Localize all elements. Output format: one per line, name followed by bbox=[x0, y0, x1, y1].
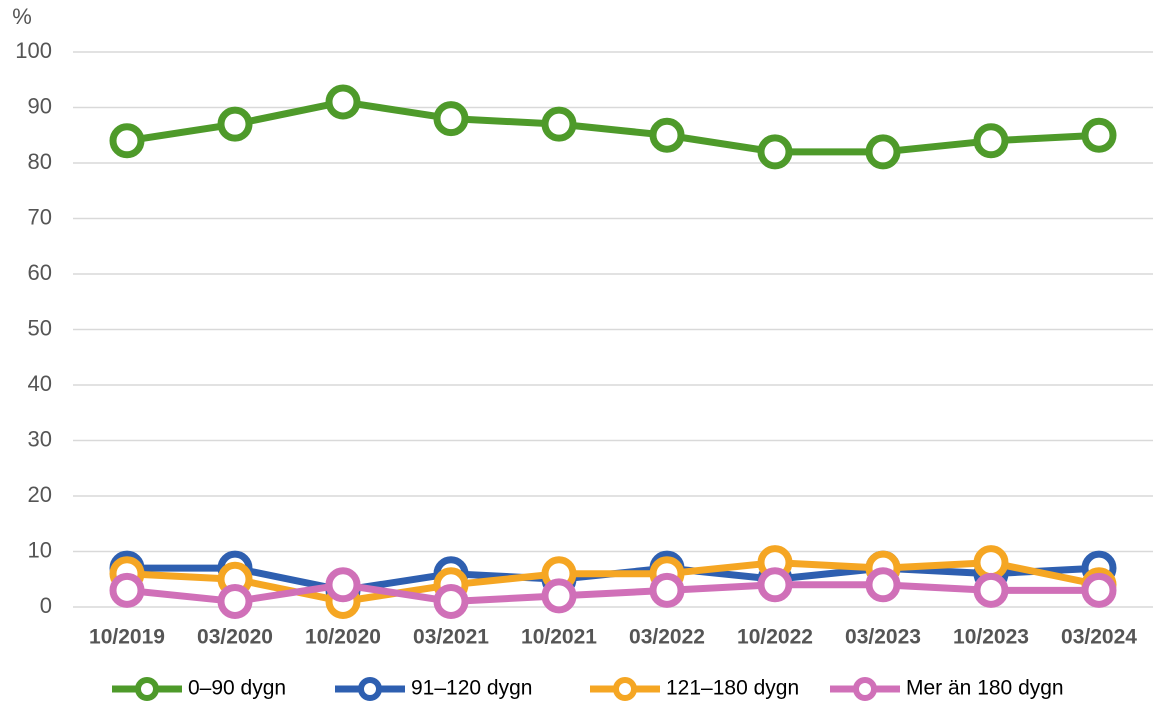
legend-label: Mer än 180 dygn bbox=[906, 677, 1064, 700]
y-tick-label: 10 bbox=[28, 537, 52, 562]
x-tick-label: 03/2023 bbox=[845, 626, 921, 649]
x-tick-label: 10/2019 bbox=[89, 626, 165, 649]
y-unit-label: % bbox=[12, 4, 32, 29]
x-tick-label: 10/2021 bbox=[521, 626, 597, 649]
marker bbox=[541, 106, 577, 142]
marker bbox=[973, 123, 1009, 159]
x-tick-label: 03/2020 bbox=[197, 626, 273, 649]
legend-marker bbox=[358, 677, 382, 701]
marker bbox=[649, 572, 685, 608]
x-tick-label: 03/2022 bbox=[629, 626, 705, 649]
legend-label: 91–120 dygn bbox=[411, 677, 532, 700]
marker bbox=[865, 567, 901, 603]
marker bbox=[973, 572, 1009, 608]
x-tick-label: 10/2023 bbox=[953, 626, 1029, 649]
marker bbox=[217, 583, 253, 619]
marker bbox=[541, 578, 577, 614]
marker bbox=[1081, 572, 1117, 608]
series-line bbox=[126, 581, 1099, 605]
marker bbox=[217, 106, 253, 142]
y-tick-label: 0 bbox=[40, 593, 52, 618]
marker bbox=[757, 567, 793, 603]
marker bbox=[433, 583, 469, 619]
series-line bbox=[126, 98, 1100, 156]
x-tick-label: 10/2022 bbox=[737, 626, 813, 649]
y-tick-label: 20 bbox=[28, 482, 52, 507]
x-tick-label: 03/2024 bbox=[1061, 626, 1137, 649]
marker bbox=[649, 117, 685, 153]
legend-marker bbox=[135, 677, 159, 701]
legend-label: 121–180 dygn bbox=[666, 677, 799, 700]
x-tick-label: 10/2020 bbox=[305, 626, 381, 649]
y-tick-label: 90 bbox=[28, 93, 52, 118]
marker bbox=[325, 84, 361, 120]
marker bbox=[109, 123, 145, 159]
legend-marker bbox=[613, 677, 637, 701]
marker bbox=[757, 134, 793, 170]
marker bbox=[109, 572, 145, 608]
marker bbox=[865, 134, 901, 170]
legend-label: 0–90 dygn bbox=[188, 677, 286, 700]
x-tick-label: 03/2021 bbox=[413, 626, 489, 649]
y-tick-label: 30 bbox=[28, 426, 52, 451]
marker bbox=[433, 101, 469, 137]
marker bbox=[325, 567, 361, 603]
y-tick-label: 80 bbox=[28, 149, 52, 174]
y-tick-label: 100 bbox=[15, 38, 52, 63]
y-tick-label: 40 bbox=[28, 371, 52, 396]
y-tick-label: 60 bbox=[28, 260, 52, 285]
marker bbox=[973, 545, 1009, 581]
marker bbox=[1081, 117, 1117, 153]
y-tick-label: 70 bbox=[28, 204, 52, 229]
y-tick-label: 50 bbox=[28, 315, 52, 340]
legend-marker bbox=[853, 677, 877, 701]
